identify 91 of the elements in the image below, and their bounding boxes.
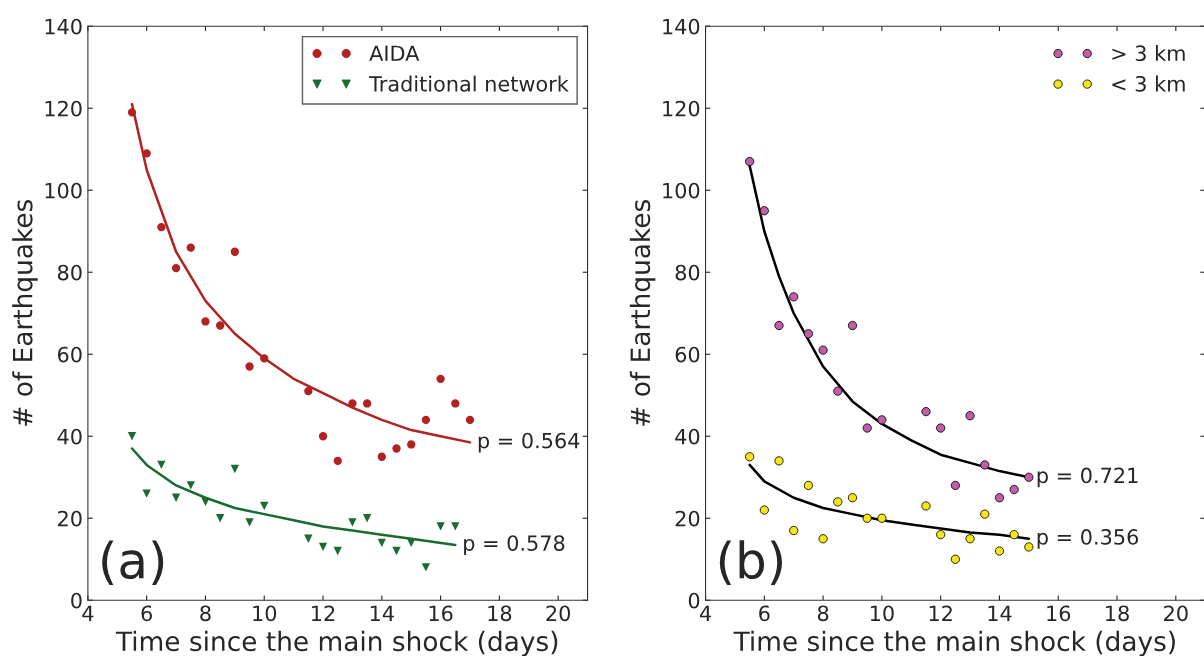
legend-label: Traditional network [369,75,569,92]
point [465,415,475,425]
point [436,522,445,531]
annotation: (b) [719,540,782,585]
x-tick-label: 16 [429,605,453,622]
annotation: p = 0.721 [1037,467,1138,488]
point [157,460,166,470]
y-tick-label: 20 [675,510,700,527]
point [157,222,166,232]
point [348,518,357,527]
x-tick-label: 18 [1106,605,1129,622]
legend-label: AIDA [369,45,420,61]
point [245,362,254,371]
point [421,563,431,572]
y-tick-label: 20 [58,510,82,527]
x-tick-label: 4 [699,605,711,621]
point [436,374,445,384]
point [230,247,240,256]
y-tick-label: 40 [57,428,82,445]
x-tick-label: 8 [200,605,211,622]
legend-label: < 3 km [1112,75,1185,92]
point [230,464,240,474]
point [407,440,416,449]
y-tick-label: 80 [57,264,82,281]
annotation: p = 0.578 [464,535,565,555]
point [421,415,431,425]
point [186,481,195,490]
point [362,399,372,408]
line-series [130,102,472,444]
point [201,497,210,507]
y-tick-label: 80 [675,264,700,281]
x-tick-label: 10 [253,605,277,622]
x-axis-title: Time since the main shock (days) [733,630,1175,656]
point [407,538,416,548]
y-axis-title: # of Earthquakes [12,200,38,426]
legend-label: > 3 km [1112,44,1185,62]
x-tick-label: 6 [759,605,770,622]
point [318,432,328,441]
y-tick-label: 120 [45,100,82,117]
point [348,399,357,408]
point [377,452,386,461]
x-tick-label: 20 [1164,605,1188,622]
y-tick-label: 40 [675,428,700,445]
y-tick-label: 60 [675,346,700,363]
point [362,514,372,523]
point [377,538,386,548]
y-tick-label: 0 [71,592,82,609]
y-tick-label: 60 [57,346,82,363]
x-tick-label: 16 [1047,605,1071,622]
x-tick-label: 10 [870,605,894,622]
x-tick-label: 14 [988,605,1012,621]
point [333,546,342,556]
x-tick-label: 12 [929,605,952,621]
point [186,243,195,252]
point [127,432,137,441]
x-tick-label: 12 [312,605,335,621]
point [304,386,313,396]
point [245,518,254,527]
y-tick-label: 140 [45,18,82,35]
point [215,321,225,330]
y-tick-label: 120 [663,100,700,117]
y-tick-label: 0 [688,592,700,609]
point [392,546,401,556]
x-axis-title: Time since the main shock (days) [115,630,558,656]
point [260,354,269,363]
point [451,522,460,531]
point [142,149,151,158]
annotation: p = 0.356 [1037,529,1139,549]
x-tick-label: 20 [546,605,571,622]
point [333,456,342,466]
y-tick-label: 100 [663,182,700,199]
annotation: (a) [102,540,164,585]
point [215,514,225,523]
y-tick-label: 140 [663,18,700,35]
point [142,489,151,498]
x-tick-label: 18 [488,605,512,622]
x-tick-label: 4 [82,605,94,621]
point [451,399,460,408]
x-tick-label: 6 [141,605,152,622]
x-tick-label: 14 [370,605,394,621]
point [171,493,181,502]
y-axis-title: # of Earthquakes [629,200,656,426]
point [171,263,181,273]
x-tick-label: 8 [817,605,829,622]
point [127,108,137,117]
point [260,501,269,511]
point [304,534,313,543]
annotation: p = 0.564 [478,432,580,453]
point [201,317,210,326]
point [318,542,328,552]
y-tick-label: 100 [45,182,82,199]
